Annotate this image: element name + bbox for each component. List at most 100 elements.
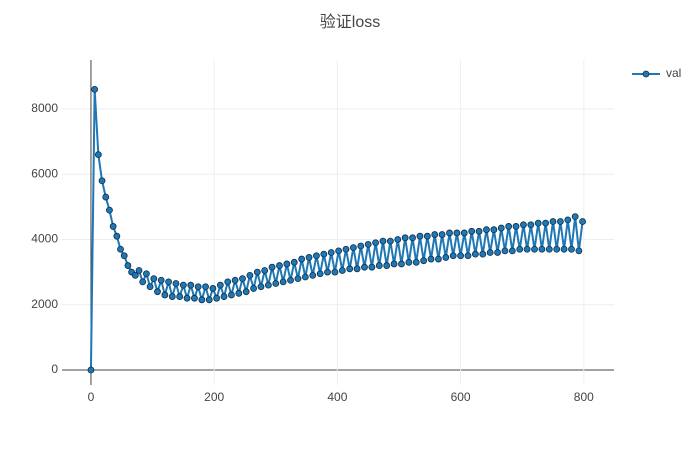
point bbox=[542, 219, 550, 227]
point bbox=[264, 281, 272, 289]
point bbox=[475, 227, 483, 235]
y-tick-label: 8000 bbox=[31, 101, 58, 115]
point bbox=[316, 270, 324, 278]
point bbox=[431, 231, 439, 238]
point bbox=[313, 252, 320, 260]
point bbox=[205, 296, 213, 304]
point bbox=[538, 245, 546, 253]
point bbox=[531, 245, 538, 253]
point bbox=[361, 263, 368, 271]
point bbox=[516, 245, 524, 253]
point bbox=[501, 247, 509, 255]
y-tick-label: 2000 bbox=[31, 297, 58, 311]
point bbox=[298, 255, 306, 263]
point bbox=[394, 236, 402, 243]
point bbox=[483, 226, 490, 234]
point bbox=[449, 252, 457, 260]
point bbox=[216, 281, 224, 289]
point bbox=[435, 255, 442, 263]
point bbox=[272, 280, 280, 287]
x-tick-label: 400 bbox=[327, 390, 347, 404]
point bbox=[401, 234, 409, 242]
point bbox=[91, 85, 99, 93]
point bbox=[575, 247, 583, 255]
point bbox=[553, 245, 561, 253]
point bbox=[150, 275, 158, 283]
point bbox=[379, 237, 387, 245]
point bbox=[427, 255, 435, 263]
point bbox=[405, 258, 413, 266]
point bbox=[187, 281, 195, 289]
point bbox=[257, 283, 265, 291]
point bbox=[327, 249, 335, 256]
point bbox=[416, 232, 424, 240]
point bbox=[438, 231, 446, 238]
legend-marker bbox=[642, 70, 650, 78]
point bbox=[486, 249, 494, 256]
point bbox=[520, 221, 527, 229]
point bbox=[508, 247, 516, 255]
point bbox=[106, 206, 113, 214]
point bbox=[287, 276, 294, 284]
point bbox=[560, 245, 568, 253]
point bbox=[527, 221, 535, 229]
legend-label: val bbox=[666, 66, 681, 80]
point bbox=[120, 252, 128, 260]
point bbox=[457, 252, 464, 260]
point bbox=[412, 258, 420, 266]
point bbox=[131, 271, 139, 279]
point bbox=[442, 254, 450, 261]
point bbox=[479, 250, 487, 258]
chart-title: 验证loss bbox=[320, 13, 380, 31]
point bbox=[375, 262, 383, 269]
point bbox=[168, 293, 176, 300]
point bbox=[346, 265, 354, 273]
point bbox=[523, 245, 531, 253]
point bbox=[453, 229, 461, 237]
point bbox=[398, 260, 405, 268]
point bbox=[242, 288, 250, 296]
point bbox=[557, 218, 564, 225]
point bbox=[268, 263, 276, 271]
point bbox=[239, 275, 246, 283]
point bbox=[534, 219, 542, 227]
point bbox=[446, 229, 453, 237]
point bbox=[568, 245, 575, 253]
point bbox=[98, 177, 106, 185]
point bbox=[409, 234, 416, 242]
point bbox=[468, 227, 476, 235]
point bbox=[261, 267, 269, 274]
point bbox=[253, 268, 261, 276]
point bbox=[386, 237, 394, 245]
point bbox=[497, 224, 505, 232]
point bbox=[279, 278, 287, 286]
point bbox=[464, 252, 472, 260]
point bbox=[368, 263, 376, 271]
point bbox=[179, 281, 187, 289]
point bbox=[231, 276, 239, 284]
point bbox=[194, 283, 202, 291]
point bbox=[165, 278, 172, 286]
point bbox=[202, 283, 209, 291]
point bbox=[157, 276, 165, 284]
point bbox=[109, 223, 117, 230]
point bbox=[342, 245, 350, 253]
point bbox=[353, 265, 361, 273]
point bbox=[512, 223, 520, 230]
point bbox=[283, 260, 291, 268]
point bbox=[545, 245, 553, 253]
point bbox=[154, 288, 161, 296]
point bbox=[290, 258, 298, 266]
point bbox=[224, 278, 232, 286]
point bbox=[191, 294, 198, 302]
point bbox=[331, 268, 339, 276]
point bbox=[564, 216, 572, 224]
x-tick-label: 0 bbox=[88, 390, 95, 404]
y-tick-label: 0 bbox=[51, 362, 58, 376]
point bbox=[390, 260, 398, 268]
x-tick-label: 600 bbox=[451, 390, 471, 404]
point bbox=[372, 239, 379, 247]
point bbox=[220, 293, 228, 300]
